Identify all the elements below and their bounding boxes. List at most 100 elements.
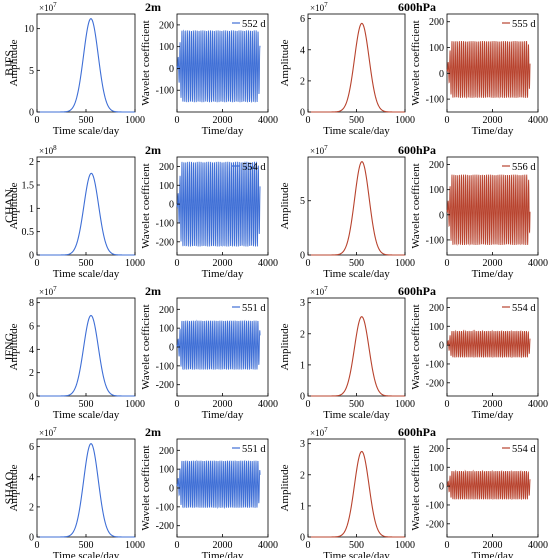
plot-frame: [307, 13, 406, 113]
y-tick-label: 3: [300, 439, 305, 450]
x-axis-label: Time/day: [202, 268, 244, 280]
y-tick-label: -200: [156, 380, 174, 391]
y-tick-label: 1: [29, 204, 34, 215]
x-axis-label: Time scale/day: [323, 409, 390, 421]
y-tick-label: 2: [300, 76, 305, 87]
x-tick-label: 4000: [258, 540, 278, 551]
y-tick-label: 100: [159, 324, 174, 335]
x-axis-label: Time/day: [472, 268, 514, 280]
y-tick-label: 0.5: [22, 227, 35, 238]
y-tick-label: 0: [300, 533, 305, 544]
axis-multiplier: ×107: [310, 285, 328, 297]
station-label: SHAO: [2, 471, 16, 504]
spectrum-line: [308, 22, 405, 113]
x-axis-label: Time scale/day: [323, 550, 390, 558]
wavelet-line: [446, 329, 531, 359]
y-axis-label: Wavelet coefficient: [140, 304, 152, 389]
x-tick-label: 500: [349, 540, 364, 551]
station-label: JFNG: [2, 332, 16, 361]
x-tick-label: 4000: [528, 540, 548, 551]
panel-left: 0 5 10 0 500 1000 Time scale/day Amplitude ×107: [8, 1, 145, 137]
y-tick-label: 200: [429, 160, 444, 171]
y-axis-label: Wavelet coefficient: [410, 163, 422, 248]
y-axis-label: Wavelet coefficient: [140, 445, 152, 530]
x-axis-label: Time/day: [472, 409, 514, 421]
panel-title: 2m: [145, 0, 161, 14]
y-tick-label: -100: [156, 361, 174, 372]
x-tick-label: 1000: [125, 258, 145, 269]
wavelet-line: [176, 459, 261, 510]
x-tick-label: 0: [306, 258, 311, 269]
x-tick-label: 4000: [528, 258, 548, 269]
legend-label: 551 d: [242, 303, 266, 314]
x-tick-label: 2000: [213, 115, 233, 126]
legend-label: 554 d: [512, 303, 536, 314]
x-tick-label: 2000: [483, 258, 503, 269]
station-label: CHAN: [2, 189, 16, 223]
x-tick-label: 1000: [395, 258, 415, 269]
y-axis-label: Amplitude: [8, 323, 20, 370]
panel-title: 600hPa: [398, 425, 436, 439]
y-axis-label: Wavelet coefficient: [140, 20, 152, 105]
y-tick-label: 0: [300, 392, 305, 403]
x-tick-label: 4000: [258, 258, 278, 269]
panel-left: 0 2 4 6 8 0 500 1000 Time scale/day Amplitude ×107: [8, 285, 145, 421]
x-tick-label: 0: [306, 399, 311, 410]
x-tick-label: 0: [306, 540, 311, 551]
y-tick-label: 2: [29, 502, 34, 513]
axis-multiplier: ×108: [39, 144, 57, 156]
y-axis-label: Wavelet coefficient: [140, 163, 152, 248]
x-tick-label: 1000: [125, 540, 145, 551]
y-tick-label: 2: [300, 470, 305, 481]
spectrum-line: [308, 450, 405, 538]
x-tick-label: 1000: [395, 540, 415, 551]
x-axis-label: Time scale/day: [53, 268, 120, 280]
y-tick-label: 2: [300, 329, 305, 340]
y-tick-label: 3: [300, 298, 305, 309]
panel-title: 2m: [145, 425, 161, 439]
y-tick-label: 1: [300, 360, 305, 371]
y-tick-label: 0: [439, 210, 444, 221]
x-tick-label: 500: [79, 115, 94, 126]
y-tick-label: -100: [156, 218, 174, 229]
spectrum-line: [308, 161, 405, 256]
y-tick-label: 200: [159, 305, 174, 316]
wavelet-line: [446, 469, 531, 501]
x-axis-label: Time scale/day: [53, 409, 120, 421]
x-axis-label: Time scale/day: [53, 125, 120, 137]
y-axis-label: Wavelet coefficient: [410, 445, 422, 530]
x-tick-label: 0: [175, 540, 180, 551]
y-tick-label: 0: [169, 200, 174, 211]
wavelet-line: [176, 319, 261, 371]
y-tick-label: 100: [159, 181, 174, 192]
x-tick-label: 4000: [258, 399, 278, 410]
x-tick-label: 0: [445, 399, 450, 410]
x-tick-label: 500: [349, 258, 364, 269]
x-tick-label: 0: [35, 399, 40, 410]
y-tick-label: 0: [169, 484, 174, 495]
y-tick-label: 200: [429, 17, 444, 28]
y-tick-label: 200: [159, 20, 174, 31]
y-tick-label: -200: [426, 378, 444, 389]
x-axis-label: Time/day: [202, 125, 244, 137]
panel-right_amp: 0 1 2 3 0 500 1000 Time scale/day Amplitude ×107: [279, 426, 415, 558]
x-tick-label: 1000: [395, 115, 415, 126]
y-tick-label: -100: [156, 86, 174, 97]
x-tick-label: 500: [79, 399, 94, 410]
spectrum-line: [37, 172, 135, 256]
axis-multiplier: ×107: [39, 285, 57, 297]
x-axis-label: Time/day: [472, 550, 514, 558]
x-tick-label: 500: [79, 258, 94, 269]
y-tick-label: 4: [29, 472, 34, 483]
y-tick-label: -100: [156, 502, 174, 513]
x-tick-label: 500: [79, 540, 94, 551]
plot-frame: [307, 297, 406, 397]
x-tick-label: 4000: [528, 399, 548, 410]
axis-multiplier: ×107: [310, 144, 328, 156]
y-tick-label: 200: [429, 303, 444, 314]
x-tick-label: 0: [175, 115, 180, 126]
